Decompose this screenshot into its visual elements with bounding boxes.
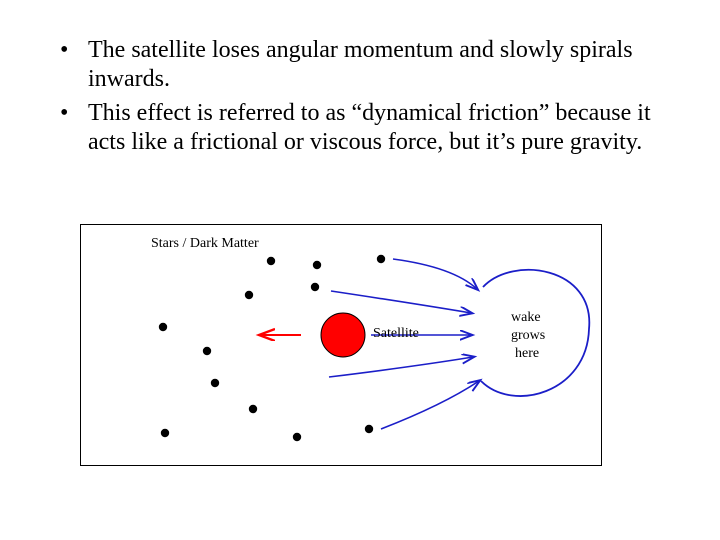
flow-arrow bbox=[381, 381, 479, 429]
star-dot bbox=[159, 323, 167, 331]
flow-arrow bbox=[393, 259, 477, 289]
figure: Stars / Dark Matter Satellite wake grows her… bbox=[80, 224, 602, 466]
star-dot bbox=[377, 255, 385, 263]
star-dot bbox=[293, 433, 301, 441]
label-wake: grows bbox=[511, 328, 545, 343]
bullet-text: The satellite loses angular momentum and… bbox=[88, 37, 633, 92]
bullet-text: This effect is referred to as “dynamical… bbox=[88, 100, 651, 155]
slide: The satellite loses angular momentum and… bbox=[0, 0, 720, 540]
diagram-svg: Stars / Dark Matter Satellite wake grows her… bbox=[81, 225, 601, 465]
label-stars: Stars / Dark Matter bbox=[151, 236, 259, 251]
star-dot bbox=[311, 283, 319, 291]
label-wake: here bbox=[515, 346, 539, 361]
star-dot bbox=[245, 291, 253, 299]
star-dot bbox=[313, 261, 321, 269]
satellite-icon bbox=[321, 313, 365, 357]
bullet-item: The satellite loses angular momentum and… bbox=[60, 36, 660, 95]
star-dot bbox=[161, 429, 169, 437]
star-dot bbox=[211, 379, 219, 387]
star-dot bbox=[365, 425, 373, 433]
star-dot bbox=[249, 405, 257, 413]
flow-arrow bbox=[331, 291, 471, 313]
flow-arrow bbox=[329, 357, 473, 377]
star-dot bbox=[203, 347, 211, 355]
star-dot bbox=[267, 257, 275, 265]
label-wake: wake bbox=[511, 310, 541, 325]
bullet-list: The satellite loses angular momentum and… bbox=[60, 36, 660, 157]
bullet-item: This effect is referred to as “dynamical… bbox=[60, 99, 660, 158]
label-satellite: Satellite bbox=[373, 326, 419, 341]
